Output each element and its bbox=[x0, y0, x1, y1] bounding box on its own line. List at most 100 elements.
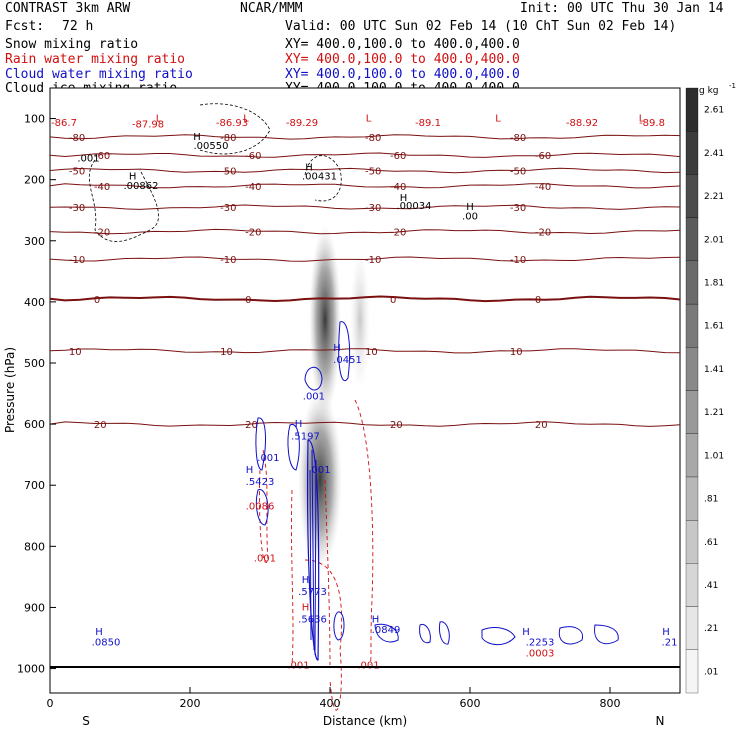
field-xy-snow: XY= 400.0,100.0 to 400.0,400.0 bbox=[285, 37, 520, 52]
cloud-water-boundary-contours bbox=[481, 624, 619, 646]
contour-annotation: -89.1 bbox=[415, 118, 441, 129]
temp-contour-label: 20 bbox=[94, 420, 107, 431]
colorbar-label: .61 bbox=[704, 538, 718, 548]
x-tick-label: 0 bbox=[47, 697, 54, 710]
contour-annotation: H bbox=[246, 465, 254, 476]
temp-contour-label: 10 bbox=[365, 347, 378, 358]
temp-contour-label: -40 bbox=[94, 182, 110, 193]
valid-time: Valid: 00 UTC Sun 02 Feb 14 (10 ChT Sun … bbox=[285, 19, 677, 34]
colorbar-swatch bbox=[685, 260, 699, 305]
x-axis-title: Distance (km) bbox=[323, 714, 407, 728]
colorbar-swatch bbox=[685, 563, 699, 607]
contour-annotation: -88.92 bbox=[566, 118, 598, 129]
temp-contour-label: -10 bbox=[220, 255, 236, 266]
contour-annotation: L bbox=[366, 114, 372, 125]
x-tick-label: 400 bbox=[320, 697, 341, 710]
snow-contour-top bbox=[199, 103, 271, 155]
colorbar-unit-exponent: -1 bbox=[729, 82, 736, 90]
colorbar-unit: g kg bbox=[699, 86, 719, 96]
colorbar-label: 1.81 bbox=[704, 278, 724, 288]
colorbar-swatch bbox=[685, 174, 699, 218]
contour-annotation: H bbox=[662, 627, 670, 638]
colorbar-swatch bbox=[685, 347, 699, 391]
temp-contour--60 bbox=[49, 152, 681, 158]
contour-annotation: .5197 bbox=[291, 431, 320, 442]
contour-annotation: -87.98 bbox=[132, 120, 164, 131]
contour-annotation: L bbox=[639, 114, 645, 125]
y-axis-title: Pressure (hPa) bbox=[3, 347, 17, 433]
contour-annotation: L bbox=[156, 114, 162, 125]
temp-contour-label: -10 bbox=[510, 255, 526, 266]
contour-annotation: .5636 bbox=[298, 615, 327, 626]
colorbar-swatch bbox=[685, 519, 699, 564]
colorbar-swatch bbox=[685, 131, 699, 175]
cloud-ice-lower-shading bbox=[298, 390, 342, 570]
colorbar-label: 1.41 bbox=[704, 365, 724, 375]
contour-annotation: H bbox=[129, 172, 137, 183]
temp-contour--30 bbox=[49, 204, 681, 210]
contour-annotation: .001 bbox=[257, 453, 279, 464]
colorbar-label: .81 bbox=[704, 495, 718, 505]
temp-contour-label: 20 bbox=[245, 420, 258, 431]
temp-contour-label: 10 bbox=[220, 347, 233, 358]
y-tick-label: 1000 bbox=[17, 663, 45, 676]
contour-annotation: L bbox=[495, 114, 501, 125]
y-tick-label: 800 bbox=[24, 540, 45, 553]
model-title: CONTRAST 3km ARW bbox=[5, 1, 131, 16]
temp-contour-label: -30 bbox=[510, 203, 526, 214]
fcst-value: 72 h bbox=[62, 19, 94, 34]
contour-annotation: H bbox=[95, 627, 103, 638]
x-tick-label: 200 bbox=[180, 697, 201, 710]
colorbar-swatch bbox=[685, 476, 699, 521]
rain-contour-3 bbox=[259, 449, 269, 563]
snow-contour-left bbox=[88, 159, 159, 242]
cloud-water-contour-1 bbox=[304, 366, 323, 391]
y-tick-label: 100 bbox=[24, 113, 45, 126]
cloud-ice-core-shading bbox=[309, 225, 341, 415]
temp-contour-label: -10 bbox=[365, 255, 381, 266]
contour-annotation: .2253 bbox=[526, 637, 555, 648]
north-label: N bbox=[656, 714, 665, 728]
temp-contour--80 bbox=[49, 134, 681, 140]
cloud-water-contour-6 bbox=[333, 611, 345, 641]
contour-annotation: .0850 bbox=[92, 637, 121, 648]
temp-contour-label: 20 bbox=[390, 420, 403, 431]
colorbar-label: .21 bbox=[704, 624, 718, 634]
temp-contour-label: -80 bbox=[365, 133, 381, 144]
temp-contour-label: -40 bbox=[245, 182, 261, 193]
rain-contour-4 bbox=[291, 479, 331, 666]
temp-contour--10 bbox=[49, 256, 681, 262]
colorbar-label: 2.41 bbox=[704, 149, 724, 159]
south-label: S bbox=[82, 714, 90, 728]
contour-annotation: .001 bbox=[308, 465, 330, 476]
contour-annotation: .00034 bbox=[397, 201, 432, 212]
field-label-cloud-water: Cloud water mixing ratio bbox=[5, 67, 193, 82]
cloud-water-small-contours bbox=[374, 621, 450, 645]
y-tick-label: 900 bbox=[24, 601, 45, 614]
contour-annotation: .00550 bbox=[194, 141, 229, 152]
colorbar-swatch bbox=[685, 217, 699, 262]
temp-contour-label: 0 bbox=[390, 295, 396, 306]
temp-contour-label: -80 bbox=[220, 133, 236, 144]
temp-contour-label: -20 bbox=[94, 228, 110, 239]
temp-contour-label: -50 bbox=[365, 167, 381, 178]
temp-contour-label: 0 bbox=[245, 295, 251, 306]
contour-annotation: .001 bbox=[77, 153, 99, 164]
init-time: Init: 00 UTC Thu 30 Jan 14 bbox=[520, 1, 724, 16]
contour-annotation: H bbox=[522, 627, 530, 638]
temp-contour-label: -40 bbox=[390, 182, 406, 193]
contour-annotation: -89.29 bbox=[286, 118, 318, 129]
y-tick-label: 700 bbox=[24, 479, 45, 492]
temp-contour-label: -30 bbox=[220, 203, 236, 214]
y-tick-label: 400 bbox=[24, 296, 45, 309]
contour-annotation: .001 bbox=[254, 554, 276, 565]
y-tick-label: 300 bbox=[24, 235, 45, 248]
temp-contour-label: -80 bbox=[69, 133, 85, 144]
y-tick-label: 500 bbox=[24, 357, 45, 370]
contour-annotation: L bbox=[243, 114, 249, 125]
contour-annotation: -89.8 bbox=[639, 118, 665, 129]
contour-annotation: H bbox=[466, 202, 474, 213]
temp-contour-0 bbox=[49, 295, 681, 303]
fcst-label: Fcst: bbox=[5, 19, 45, 34]
